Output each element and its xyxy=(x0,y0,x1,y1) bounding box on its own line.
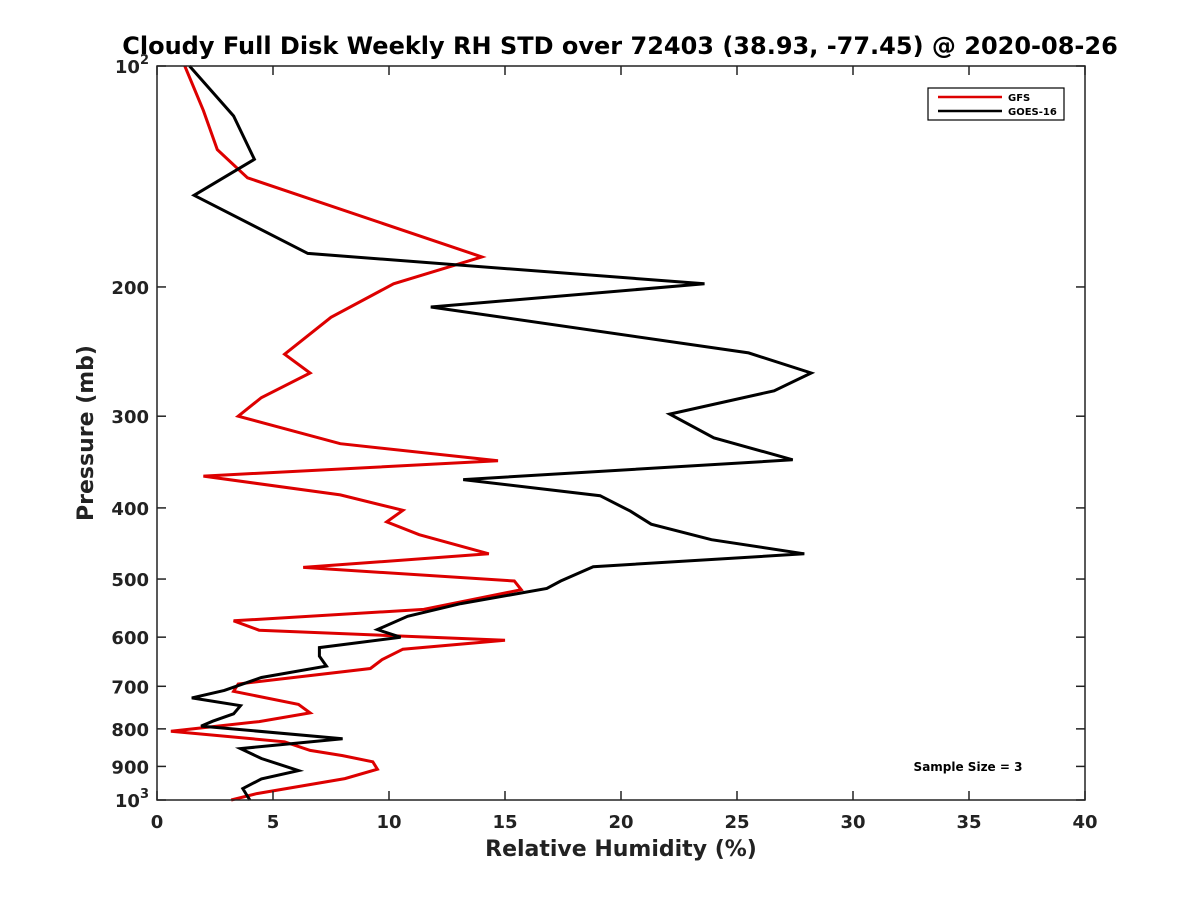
series-layer xyxy=(170,65,816,802)
x-tick-label: 5 xyxy=(267,812,280,833)
y-tick-label: 102 xyxy=(115,53,149,78)
x-axis-ticks: 0 5 10 15 20 25 30 35 40 xyxy=(151,66,1098,833)
y-tick-label: 800 xyxy=(111,720,149,741)
x-tick-label: 30 xyxy=(840,812,865,833)
x-tick-label: 10 xyxy=(376,812,401,833)
x-tick-label: 25 xyxy=(724,812,749,833)
series-line-gfs xyxy=(170,65,524,802)
legend: GFS GOES-16 xyxy=(927,87,1065,121)
y-tick-label: 103 xyxy=(115,787,149,812)
y-tick-label: 600 xyxy=(111,628,149,649)
legend-box xyxy=(927,87,1065,121)
legend-items: GFS GOES-16 xyxy=(938,93,1057,118)
x-tick-label: 20 xyxy=(608,812,633,833)
y-axis-ticks: 102 200 300 400 500 600 700 800 900 103 xyxy=(111,53,1085,812)
x-tick-label: 15 xyxy=(492,812,517,833)
y-axis-label: Pressure (mb) xyxy=(74,345,99,521)
y-tick-label: 900 xyxy=(111,757,149,778)
x-tick-label: 0 xyxy=(151,812,164,833)
y-tick-label: 400 xyxy=(111,499,149,520)
x-axis-label: Relative Humidity (%) xyxy=(485,837,757,862)
x-tick-label: 40 xyxy=(1072,812,1097,833)
plot-area: 0 5 10 15 20 25 30 35 40 102 200 300 400 500 600 700 80… xyxy=(111,53,1097,833)
legend-label: GOES-16 xyxy=(1008,107,1057,118)
chart-title: Cloudy Full Disk Weekly RH STD over 7240… xyxy=(122,32,1118,60)
y-tick-label: 500 xyxy=(111,570,149,591)
y-tick-label: 300 xyxy=(111,407,149,428)
y-tick-label: 200 xyxy=(111,278,149,299)
x-tick-label: 35 xyxy=(956,812,981,833)
sample-size-annotation: Sample Size = 3 xyxy=(914,760,1023,774)
y-tick-label: 700 xyxy=(111,677,149,698)
legend-label: GFS xyxy=(1008,93,1030,104)
series-line-goes-16 xyxy=(188,65,816,801)
